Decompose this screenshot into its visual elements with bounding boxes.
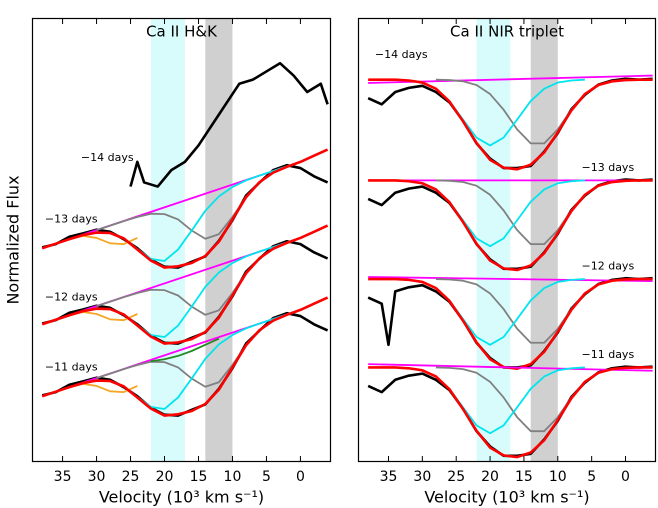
epoch-label: −12 days [45,291,98,304]
epoch-label: −14 days [375,48,428,61]
epoch-label: −11 days [582,348,635,361]
spectrum-line [129,61,329,188]
epoch-label: −11 days [45,360,98,373]
epoch-label: −13 days [45,212,98,225]
x-tick-label: 5 [587,469,596,485]
shaded-band [476,18,511,462]
x-tick-label: 20 [156,469,174,485]
panel-title: Ca II H&K [146,23,218,41]
axes-frame [357,17,657,463]
x-tick-label: 20 [481,469,499,485]
x-tick-label: 30 [88,469,106,485]
x-tick-label: 25 [447,469,465,485]
x-tick-label: 30 [413,469,431,485]
epoch-label: −14 days [81,151,134,164]
panel-title: Ca II NIR triplet [450,23,564,41]
spectrum-line [41,224,329,345]
spectrum-line [368,276,653,283]
x-tick-label: 15 [190,469,208,485]
spectrum-line [368,179,653,272]
x-tick-label: 10 [549,469,567,485]
y-axis-label: Normalized Flux [4,175,23,304]
x-axis-label: Velocity (10³ km s⁻¹) [424,488,589,507]
epoch-label: −13 days [582,161,635,174]
spectrum-line [41,148,329,269]
x-tick-label: 5 [262,469,271,485]
x-tick-label: 35 [54,469,72,485]
axes-frame [31,17,332,463]
x-axis-label: Velocity (10³ km s⁻¹) [99,488,264,507]
x-tick-label: 0 [621,469,630,485]
plot-area [41,18,329,462]
x-tick-label: 0 [296,469,305,485]
spectrum-line [368,78,653,171]
plot-area [367,18,653,462]
spectrum-line [368,366,653,459]
x-tick-label: 15 [515,469,533,485]
x-tick-label: 10 [224,469,242,485]
x-tick-label: 35 [380,469,398,485]
shaded-band [150,18,185,462]
spectrum-line [41,296,329,417]
spectrum-line [150,337,220,363]
epoch-label: −12 days [582,260,635,273]
x-tick-label: 25 [122,469,140,485]
